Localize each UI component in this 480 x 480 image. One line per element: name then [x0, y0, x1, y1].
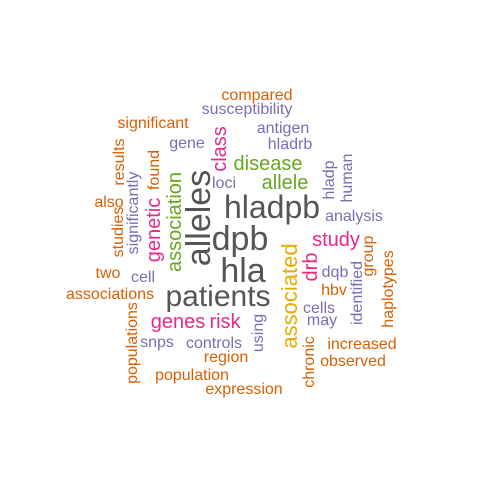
word-observed: observed [320, 353, 386, 370]
word-significantly: significantly [125, 171, 142, 255]
word-may: may [306, 312, 338, 329]
word-expression: expression [205, 381, 283, 398]
word-dpb: dpb [211, 220, 269, 258]
word-associations: associations [65, 286, 155, 303]
word-dqb: dqb [321, 264, 349, 281]
word-population: population [155, 367, 229, 384]
word-populations: populations [124, 302, 141, 384]
word-chronic: chronic [301, 336, 318, 388]
word-controls: controls [185, 335, 243, 352]
word-genetic: genetic [143, 197, 165, 263]
word-haplotypes: haplotypes [380, 250, 397, 328]
word-studies: studies [110, 206, 127, 258]
word-cells: cells [302, 300, 336, 317]
word-drb: drb [300, 252, 322, 282]
word-significant: significant [117, 115, 189, 132]
word-cell: cell [130, 269, 156, 286]
word-also: also [94, 194, 124, 211]
word-gene: gene [169, 135, 205, 152]
word-class: class [209, 126, 231, 172]
word-allele: allele [261, 172, 309, 194]
word-human: human [339, 153, 356, 203]
word-hbv: hbv [321, 282, 347, 299]
word-found: found [146, 149, 163, 191]
word-increased: increased [327, 336, 397, 353]
word-hladrb: hladrb [267, 136, 313, 153]
word-antigen: antigen [256, 120, 310, 137]
word-region: region [203, 349, 249, 366]
word-study: study [312, 229, 360, 251]
word-susceptibility: susceptibility [201, 101, 293, 118]
word-using: using [250, 313, 267, 353]
word-hladp: hladp [321, 160, 338, 200]
word-two: two [95, 265, 121, 282]
word-association: association [164, 171, 186, 273]
word-snps: snps [140, 334, 174, 351]
word-genes: genes [150, 311, 206, 333]
word-hla: hla [220, 252, 266, 290]
word-analysis: analysis [325, 208, 383, 225]
word-disease: disease [233, 153, 303, 175]
word-risk: risk [209, 311, 241, 333]
word-patients: patients [165, 280, 271, 313]
word-hladpb: hladpb [223, 189, 321, 225]
word-loci: loci [211, 175, 237, 192]
word-associated: associated [277, 243, 302, 349]
word-compared: compared [221, 87, 293, 104]
word-identified: identified [349, 260, 366, 326]
